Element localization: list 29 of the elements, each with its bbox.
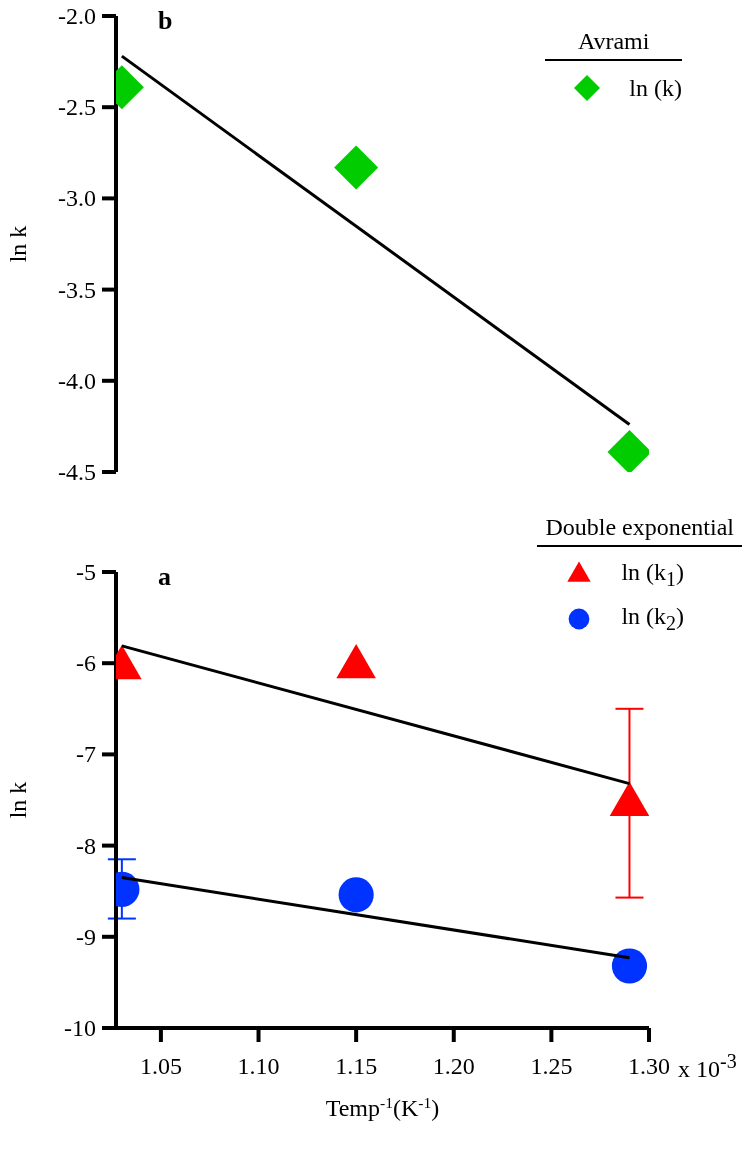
y-axis-title: ln k bbox=[5, 225, 31, 263]
x-tick-label: 1.05 bbox=[139, 1053, 182, 1079]
y-tick-label: -5 bbox=[76, 559, 96, 585]
annotation: b bbox=[158, 6, 173, 36]
annotation: a bbox=[158, 562, 171, 592]
y-tick-label: -2.5 bbox=[58, 94, 96, 121]
y-tick-label: -3.0 bbox=[58, 185, 96, 212]
y-tick-label: -4.5 bbox=[58, 459, 96, 485]
y-tick-label: -7 bbox=[76, 741, 96, 768]
y-tick-label: -4.0 bbox=[58, 367, 96, 394]
legend-label: ln (k) bbox=[629, 74, 682, 102]
legend-title: Avrami bbox=[545, 28, 682, 61]
x-tick-label: 1.20 bbox=[432, 1053, 475, 1079]
x-tick-label: 1.25 bbox=[530, 1053, 573, 1079]
x-axis-title: Temp$^{-1}$(K$^{-1}$) bbox=[325, 1093, 440, 1121]
legend-label: ln (k$_{1}$) bbox=[621, 559, 685, 591]
x-tick-label: 1.15 bbox=[335, 1053, 378, 1079]
y-tick-label: -2.0 bbox=[58, 3, 96, 29]
text: x 10$^{-3}$ bbox=[678, 1050, 737, 1083]
legend-title: Double exponential bbox=[537, 514, 742, 547]
x-tick-label: 1.10 bbox=[237, 1053, 280, 1079]
y-tick-label: -9 bbox=[76, 923, 96, 950]
y-tick-label: -8 bbox=[76, 832, 96, 859]
y-axis-title: ln k bbox=[5, 781, 31, 819]
legend-label: ln (k$_{2}$) bbox=[621, 602, 685, 635]
x-tick-label: 1.30 bbox=[628, 1053, 670, 1079]
y-tick-label: -6 bbox=[76, 650, 96, 677]
y-tick-label: -10 bbox=[64, 1015, 96, 1041]
y-tick-label: -3.5 bbox=[58, 276, 96, 303]
